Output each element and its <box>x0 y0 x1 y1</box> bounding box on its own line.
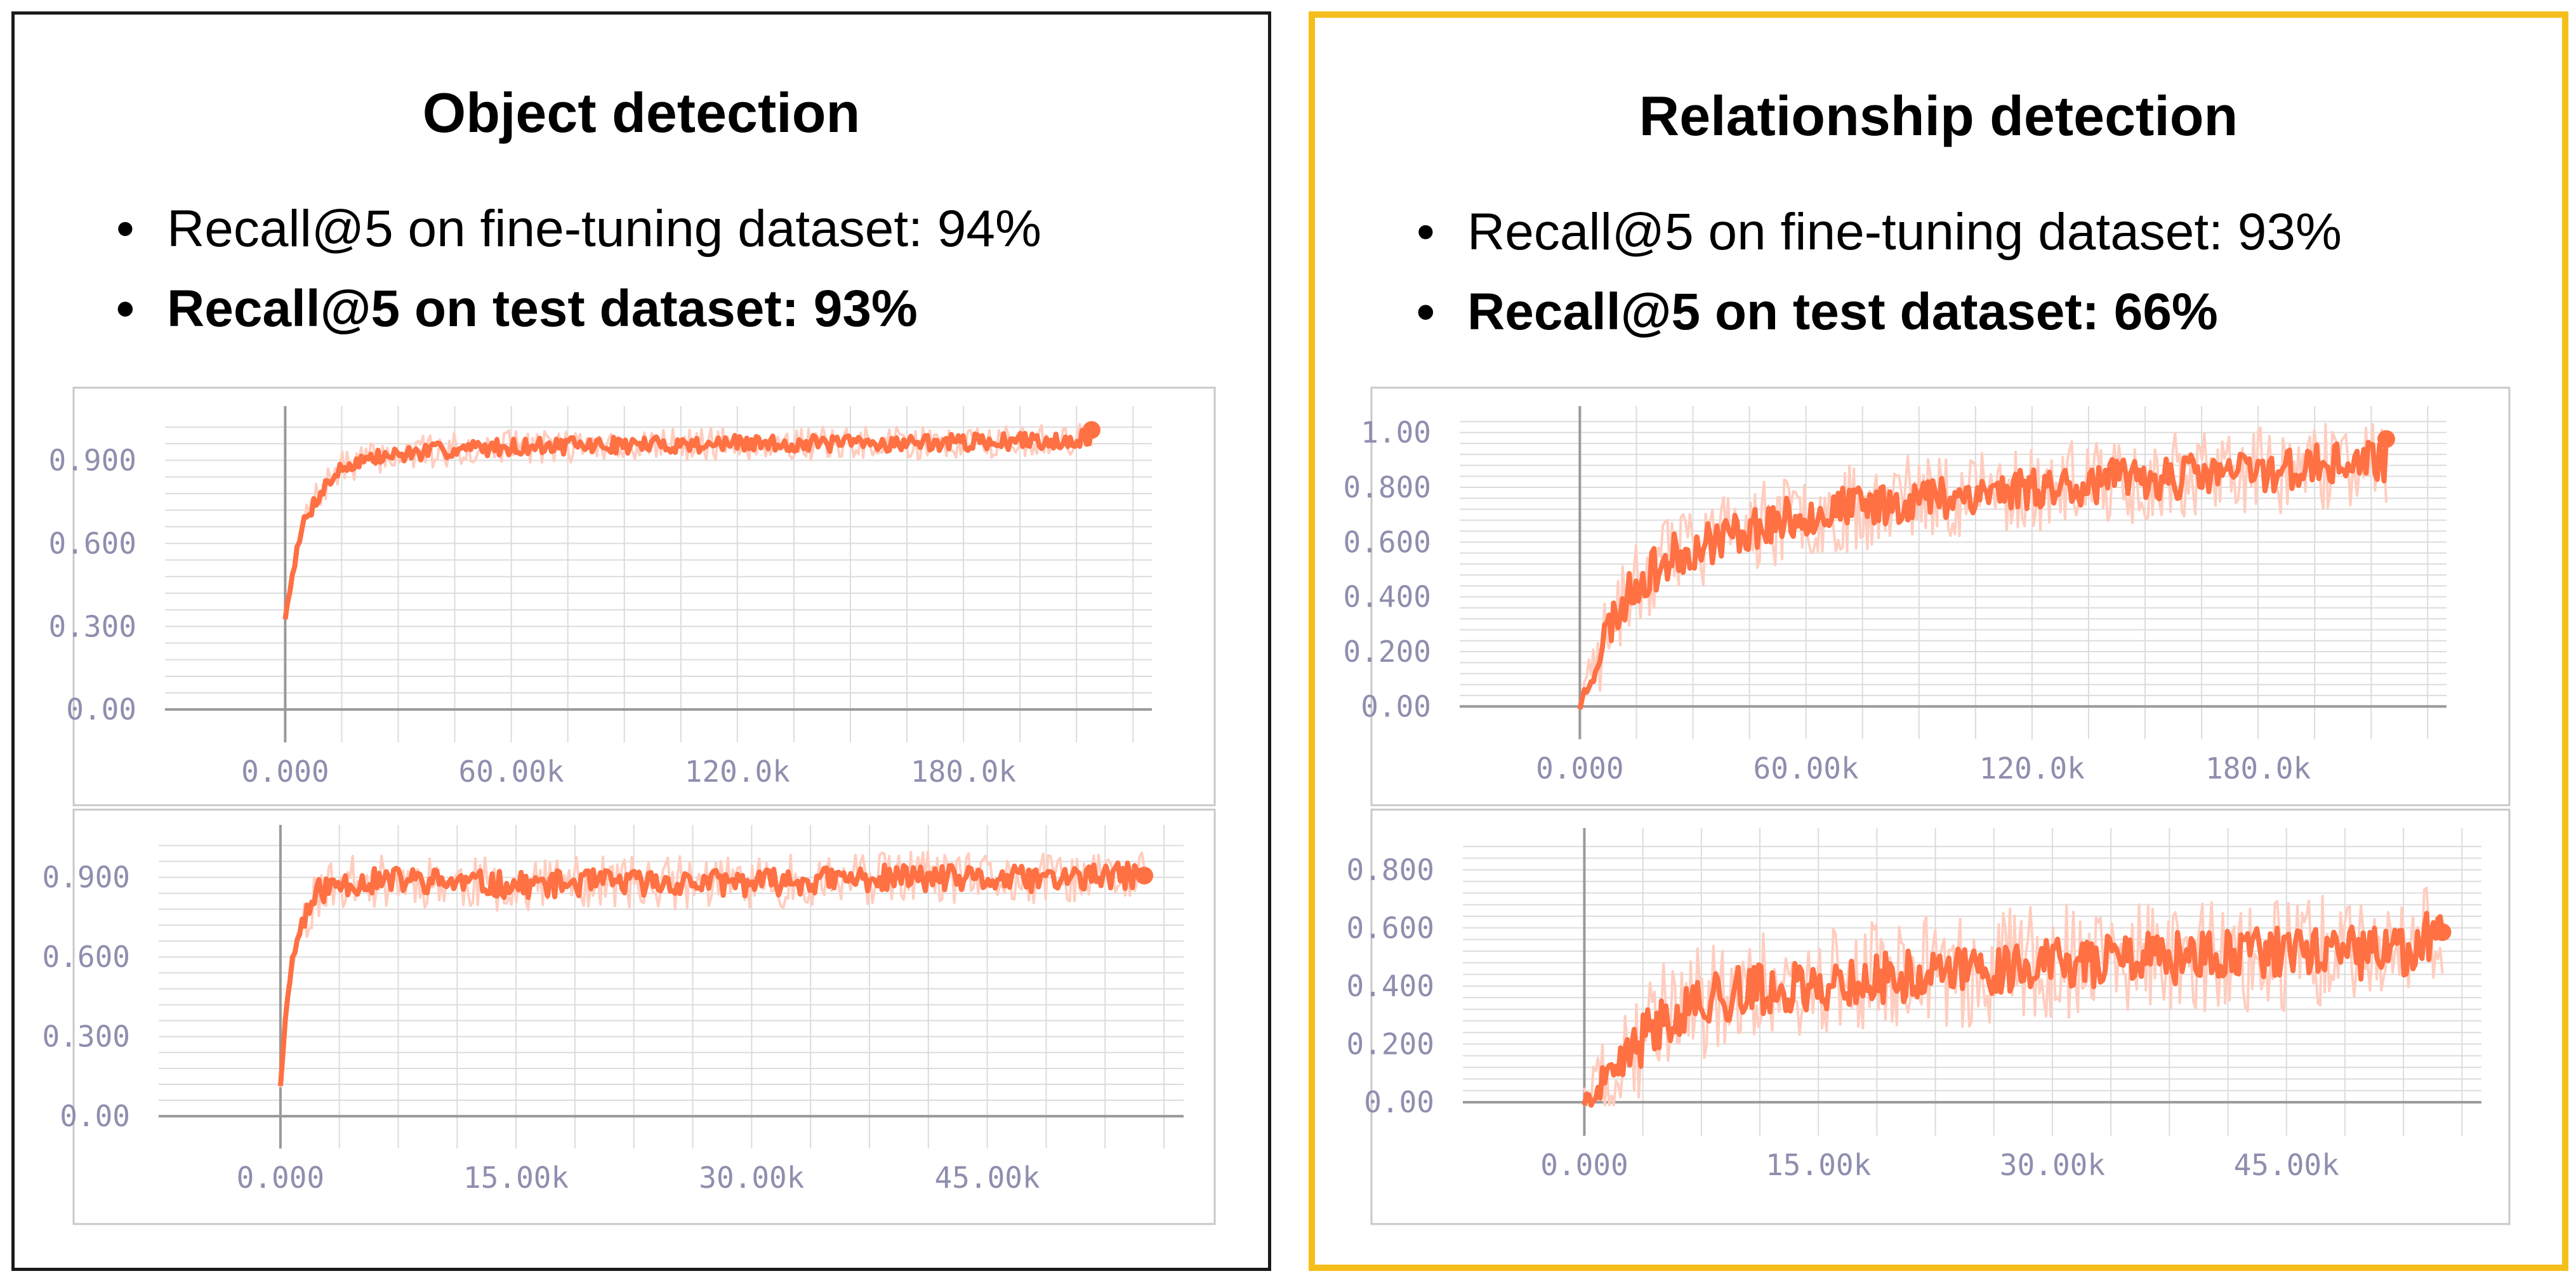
x-tick-label: 120.0k <box>1979 751 2085 786</box>
x-tick-label: 0.000 <box>1536 751 1623 786</box>
metric-text: Recall@5 on fine-tuning dataset: 93% <box>1467 203 2342 261</box>
y-tick-label: 0.00 <box>1361 689 1431 723</box>
x-tick-label: 60.00k <box>1754 751 1859 786</box>
y-tick-label: 0.600 <box>43 940 130 974</box>
x-tick-label: 45.00k <box>2234 1148 2339 1182</box>
smoothed-series-line <box>1577 438 2389 710</box>
y-tick-label: 0.300 <box>43 1020 130 1054</box>
metric-text: Recall@5 on fine-tuning dataset: 94% <box>167 200 1041 258</box>
y-tick-label: 0.800 <box>1344 470 1431 504</box>
metric-text: Recall@5 on test dataset: 66% <box>1467 283 2218 341</box>
y-tick-label: 0.00 <box>66 692 136 727</box>
x-tick-label: 45.00k <box>935 1161 1040 1195</box>
series-end-marker <box>2377 430 2395 448</box>
object-detection-test-chart: 0.00 0.300 0.600 0.900 0.000 15.00k 30.00k 45.0… <box>43 808 1216 1225</box>
raw-series-line <box>279 850 1146 1088</box>
x-tick-label: 60.00k <box>459 754 564 789</box>
series-end-marker <box>2433 923 2452 942</box>
y-tick-label: 0.900 <box>43 860 130 895</box>
metric-text: Recall@5 on test dataset: 93% <box>167 280 918 338</box>
x-tick-label: 0.000 <box>237 1161 324 1195</box>
metric-item: • Recall@5 on fine-tuning dataset: 93% <box>1417 192 2342 272</box>
x-tick-label: 30.00k <box>2000 1148 2105 1182</box>
bullet-icon: • <box>116 280 135 338</box>
relationship-detection-train-chart: 0.00 0.200 0.400 0.600 0.800 1.00 0.000 60.00k 1… <box>1344 386 2511 806</box>
y-tick-label: 0.00 <box>1364 1085 1434 1119</box>
y-tick-label: 0.300 <box>49 609 136 643</box>
x-tick-label: 0.000 <box>1540 1148 1628 1182</box>
metric-list: • Recall@5 on fine-tuning dataset: 94% • R… <box>116 189 1041 349</box>
y-tick-label: 0.400 <box>1344 580 1431 614</box>
y-tick-label: 0.200 <box>1347 1027 1434 1062</box>
bullet-icon: • <box>1417 203 1435 261</box>
object-detection-train-chart: 0.00 0.300 0.600 0.900 0.000 60.00k 120.0k 180.… <box>49 386 1216 806</box>
smoothed-series-line <box>277 860 1146 1086</box>
y-tick-label: 0.600 <box>1344 525 1431 559</box>
bullet-icon: • <box>1417 283 1435 341</box>
panel-title: Relationship detection <box>1639 84 2238 147</box>
y-tick-label: 0.200 <box>1344 635 1431 669</box>
series-end-marker <box>1083 421 1100 439</box>
x-tick-label: 180.0k <box>2205 751 2311 786</box>
metric-item-highlight: • Recall@5 on test dataset: 93% <box>116 269 1041 349</box>
x-tick-label: 120.0k <box>685 754 790 789</box>
metric-item-highlight: • Recall@5 on test dataset: 66% <box>1417 272 2342 352</box>
y-tick-label: 0.00 <box>60 1099 130 1133</box>
y-tick-label: 0.600 <box>49 526 136 560</box>
x-tick-label: 30.00k <box>699 1161 804 1195</box>
x-tick-label: 180.0k <box>911 754 1016 789</box>
y-tick-label: 0.800 <box>1347 853 1434 887</box>
x-tick-label: 15.00k <box>463 1161 569 1195</box>
x-tick-label: 15.00k <box>1766 1148 1871 1182</box>
y-tick-label: 0.900 <box>49 443 136 477</box>
smoothed-series-line <box>1582 911 2445 1108</box>
y-tick-label: 0.600 <box>1347 911 1434 945</box>
series-end-marker <box>1135 866 1154 885</box>
metric-list: • Recall@5 on fine-tuning dataset: 93% • R… <box>1417 192 2342 352</box>
bullet-icon: • <box>116 200 135 258</box>
y-tick-label: 0.400 <box>1347 969 1434 1003</box>
chart-frame <box>1370 808 2511 1225</box>
chart-frame <box>72 386 1216 806</box>
panel-title: Object detection <box>422 81 861 144</box>
relationship-detection-test-chart: 0.00 0.200 0.400 0.600 0.800 0.000 15.00k 30.00… <box>1347 808 2511 1225</box>
metric-item: • Recall@5 on fine-tuning dataset: 94% <box>116 189 1041 269</box>
x-tick-label: 0.000 <box>241 754 329 789</box>
y-tick-label: 1.00 <box>1361 416 1431 450</box>
smoothed-series-line <box>282 428 1094 620</box>
